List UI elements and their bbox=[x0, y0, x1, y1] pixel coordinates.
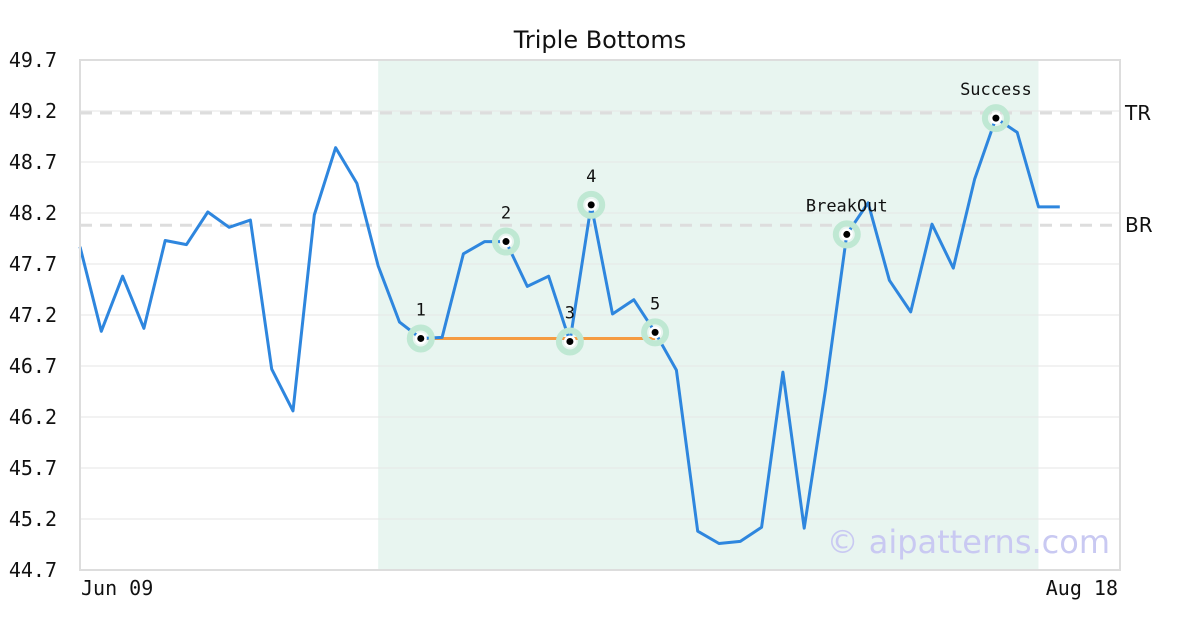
point-marker-ring bbox=[832, 220, 861, 249]
point-marker-dot bbox=[502, 238, 510, 246]
y-tick-label: 48.7 bbox=[9, 150, 57, 174]
x-tick-label-end: Aug 18 bbox=[1046, 576, 1118, 600]
y-tick-label: 44.7 bbox=[9, 558, 57, 582]
point-marker-dot bbox=[651, 328, 659, 336]
y-tick-label: 46.2 bbox=[9, 405, 57, 429]
point-marker-dot bbox=[992, 114, 1000, 122]
y-tick-label: 45.7 bbox=[9, 456, 57, 480]
level-lines: TR BR bbox=[80, 101, 1153, 237]
watermark: © aipatterns.com bbox=[827, 523, 1110, 561]
point-marker-ring bbox=[577, 190, 606, 219]
point-marker-dot bbox=[566, 338, 574, 346]
point-label: 3 bbox=[565, 304, 575, 324]
y-tick-label: 47.7 bbox=[9, 252, 57, 276]
point-marker-dot bbox=[417, 334, 425, 342]
y-tick-label: 45.2 bbox=[9, 507, 57, 531]
chart-title: Triple Bottoms bbox=[513, 26, 687, 54]
y-tick-label: 46.7 bbox=[9, 354, 57, 378]
y-tick-label: 49.7 bbox=[9, 48, 57, 72]
y-axis-ticks: 44.7 45.2 45.7 46.2 46.7 47.2 47.7 48.2 48.7 49.2… bbox=[9, 48, 57, 582]
point-marker-dot bbox=[843, 230, 851, 238]
plot-frame bbox=[79, 59, 1121, 571]
point-label: BreakOut bbox=[806, 196, 888, 216]
y-tick-label: 47.2 bbox=[9, 303, 57, 327]
level-label-tr: TR bbox=[1124, 101, 1151, 125]
point-label: Success bbox=[960, 80, 1032, 100]
x-tick-label-start: Jun 09 bbox=[81, 576, 153, 600]
pattern-points: 1 2 3 4 5 BreakOut Success bbox=[406, 80, 1032, 356]
point-marker-ring bbox=[981, 104, 1010, 133]
point-marker-dot bbox=[587, 201, 595, 209]
point-marker-ring bbox=[555, 327, 584, 356]
y-tick-label: 48.2 bbox=[9, 201, 57, 225]
level-label-br: BR bbox=[1125, 213, 1153, 237]
y-tick-label: 49.2 bbox=[9, 99, 57, 123]
point-marker-ring bbox=[406, 324, 435, 353]
point-marker-ring bbox=[641, 318, 670, 347]
point-label: 1 bbox=[416, 300, 426, 320]
point-label: 4 bbox=[586, 167, 596, 187]
point-label: 2 bbox=[501, 204, 511, 224]
point-marker-ring bbox=[492, 227, 520, 256]
point-label: 5 bbox=[650, 294, 660, 314]
